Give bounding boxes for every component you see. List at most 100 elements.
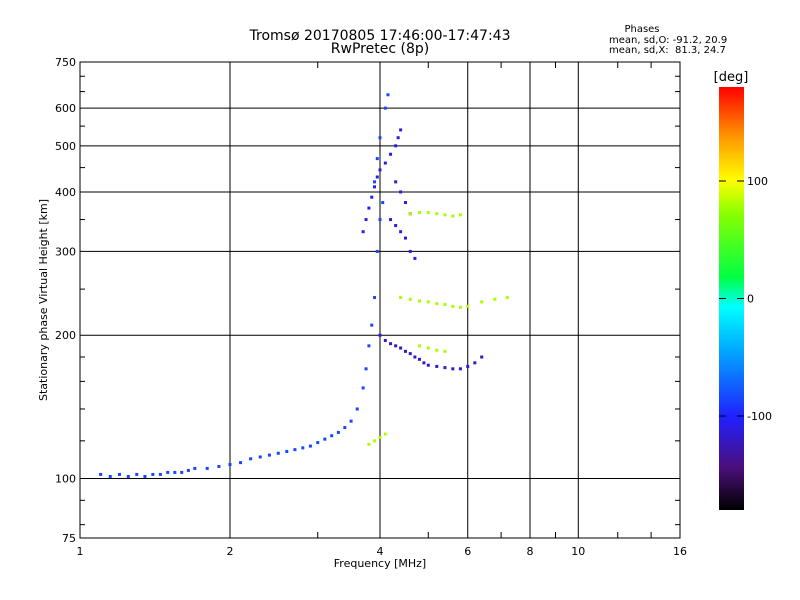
data-point <box>239 461 243 465</box>
data-point <box>173 470 177 474</box>
data-points <box>99 93 509 478</box>
data-point <box>383 432 387 436</box>
data-point <box>493 297 497 301</box>
data-point <box>355 407 359 411</box>
data-point <box>381 201 385 205</box>
data-point <box>117 472 121 476</box>
phase-info-x: mean, sd,X: 81.3, 24.7 <box>609 45 726 56</box>
data-point <box>426 211 430 215</box>
data-point <box>135 472 139 476</box>
data-point <box>435 348 439 352</box>
x-tick-label: 16 <box>673 545 687 558</box>
data-point <box>323 437 327 441</box>
data-point <box>408 212 412 216</box>
plot-frame <box>79 61 681 539</box>
data-point <box>378 218 382 222</box>
data-point <box>258 455 262 459</box>
data-point <box>458 213 462 217</box>
data-point <box>343 425 347 429</box>
y-tick-label: 100 <box>55 473 76 486</box>
data-point <box>413 256 417 260</box>
data-point <box>426 363 430 367</box>
y-axis-label: Stationary phase Virtual Height [km] <box>37 199 50 401</box>
data-point <box>99 472 103 476</box>
data-point <box>375 157 379 161</box>
data-point <box>396 136 400 140</box>
data-point <box>443 349 447 353</box>
data-point <box>249 457 253 461</box>
data-point <box>373 439 377 443</box>
data-point <box>451 367 455 371</box>
y-tick-label: 75 <box>62 532 76 545</box>
data-point <box>435 212 439 216</box>
data-point <box>193 466 197 470</box>
colorbar-label: [deg] <box>714 70 749 85</box>
data-point <box>399 346 403 350</box>
data-point <box>417 344 421 348</box>
data-point <box>126 474 130 478</box>
x-tick-label: 10 <box>571 545 585 558</box>
x-axis-label: Frequency [MHz] <box>334 557 426 570</box>
data-point <box>180 470 184 474</box>
data-point <box>399 128 403 132</box>
data-point <box>386 93 390 97</box>
y-tick-label: 400 <box>55 186 76 199</box>
x-tick-label: 8 <box>527 545 534 558</box>
data-point <box>408 297 412 301</box>
x-tick-label: 6 <box>464 545 471 558</box>
data-point <box>336 430 340 434</box>
data-point <box>370 195 374 199</box>
data-point <box>316 441 320 445</box>
data-point <box>399 190 403 194</box>
data-point <box>205 466 209 470</box>
data-point <box>373 180 377 184</box>
data-point <box>408 249 412 253</box>
data-point <box>375 175 379 179</box>
data-point <box>435 364 439 368</box>
data-point <box>473 361 477 365</box>
data-point <box>370 323 374 327</box>
y-tick-label: 750 <box>55 56 76 69</box>
data-point <box>378 435 382 439</box>
colorbar-tick-label: 100 <box>747 175 768 188</box>
data-point <box>143 474 147 478</box>
data-point <box>480 355 484 359</box>
data-point <box>435 302 439 306</box>
data-point <box>228 463 232 467</box>
data-point <box>308 444 312 448</box>
data-point <box>293 448 297 452</box>
data-point <box>408 352 412 356</box>
data-point <box>361 230 365 234</box>
data-point <box>466 364 470 368</box>
data-point <box>383 338 387 342</box>
grid-lines <box>80 62 680 538</box>
colorbar-tick-label: -100 <box>747 410 772 423</box>
data-point <box>186 468 190 472</box>
y-tick-label: 600 <box>55 102 76 115</box>
data-point <box>403 201 407 205</box>
data-point <box>367 206 371 210</box>
x-tick-label: 1 <box>77 545 84 558</box>
data-point <box>417 357 421 361</box>
data-point <box>217 464 221 468</box>
data-point <box>364 218 368 222</box>
data-point <box>466 304 470 308</box>
data-point <box>364 367 368 371</box>
data-point <box>378 333 382 337</box>
data-point <box>403 236 407 240</box>
phase-info-o: mean, sd,O: -91.2, 20.9 <box>609 35 727 46</box>
y-tick-label: 300 <box>55 245 76 258</box>
data-point <box>394 144 398 148</box>
phase-info-heading: Phases <box>624 24 659 35</box>
y-axis-ticks: 75 100 200 300 400 500 600 750 <box>55 56 76 545</box>
data-point <box>367 344 371 348</box>
data-point <box>389 152 393 156</box>
data-point <box>458 367 462 371</box>
data-point <box>367 442 371 446</box>
data-point <box>383 106 387 110</box>
y-tick-label: 200 <box>55 329 76 342</box>
data-point <box>394 180 398 184</box>
data-point <box>458 305 462 309</box>
data-point <box>361 386 365 390</box>
